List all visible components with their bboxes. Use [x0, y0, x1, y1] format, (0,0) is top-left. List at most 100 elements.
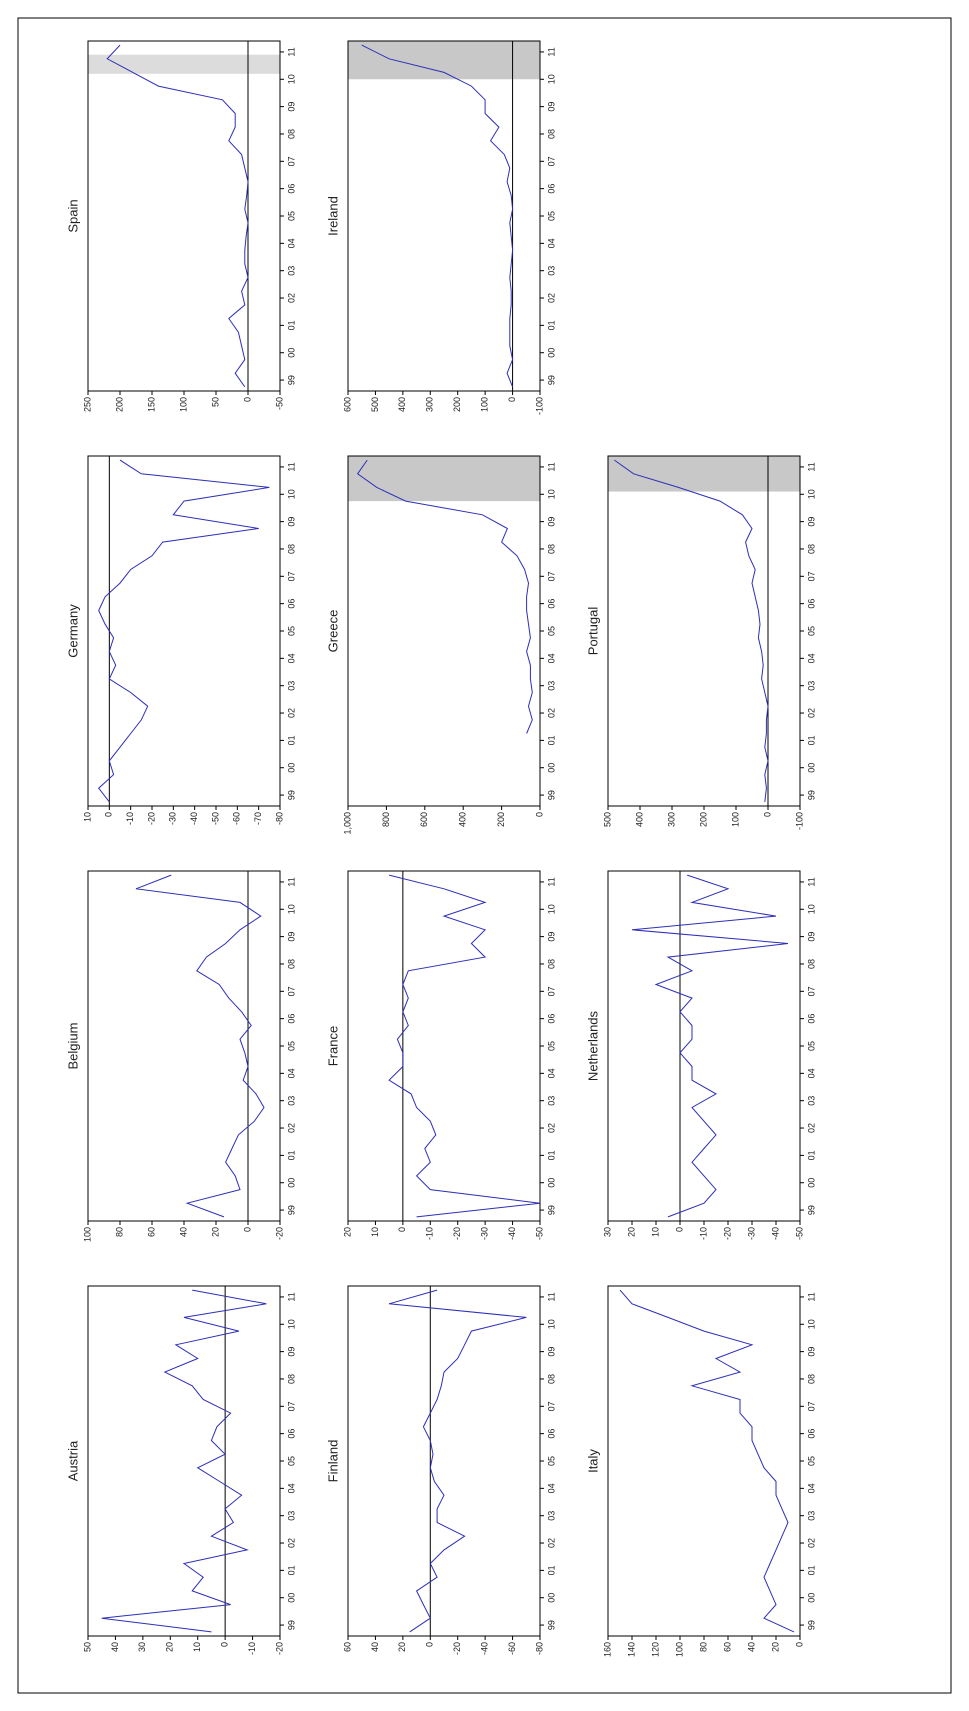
y-tick-label: 30: [602, 1227, 612, 1237]
x-tick-label: 01: [546, 735, 556, 745]
panel-title: Germany: [65, 604, 80, 658]
data-line: [614, 459, 769, 802]
x-tick-label: 01: [546, 1150, 556, 1160]
x-tick-label: 00: [806, 1593, 816, 1603]
y-tick-label: -50: [210, 812, 220, 825]
shaded-region: [348, 41, 540, 80]
y-tick-label: -50: [534, 1227, 544, 1240]
frame: [347, 455, 541, 807]
x-tick-label: 08: [546, 544, 556, 554]
plot-area: [98, 456, 270, 806]
y-tick-label: -30: [746, 1227, 756, 1240]
x-tick-label: 02: [286, 1538, 296, 1548]
x-tick-label: 05: [546, 626, 556, 636]
x-tick-label: 99: [546, 1205, 556, 1215]
frame: [607, 870, 801, 1222]
x-tick-label: 07: [546, 986, 556, 996]
y-tick-label: -60: [507, 1642, 517, 1655]
x-tick-label: 99: [286, 375, 296, 385]
y-tick-label: 20: [770, 1642, 780, 1652]
y-tick-label: -40: [507, 1227, 517, 1240]
x-tick-label: 07: [806, 571, 816, 581]
plot-area: [88, 41, 280, 391]
y-tick-label: 0: [507, 397, 517, 402]
x-tick-label: 09: [806, 1347, 816, 1357]
y-tick-label: 1,000: [342, 812, 352, 835]
x-tick-label: 11: [546, 462, 556, 471]
x-tick-label: 03: [286, 266, 296, 276]
x-tick-label: 01: [286, 1150, 296, 1160]
y-tick-label: -30: [480, 1227, 490, 1240]
frame: [607, 455, 801, 807]
x-tick-label: 06: [286, 599, 296, 609]
plot-area: [388, 1286, 527, 1636]
x-tick-label: 03: [546, 266, 556, 276]
x-tick-label: 06: [286, 1429, 296, 1439]
y-tick-label: -10: [125, 812, 135, 825]
shaded-region: [608, 456, 800, 492]
x-tick-label: 08: [806, 1374, 816, 1384]
x-tick-label: 04: [806, 1068, 816, 1078]
x-tick-label: 99: [286, 1205, 296, 1215]
panel: Netherlands -50 -40 -30 -20 -10 0 10 20 30 99 00 01 0…: [585, 870, 816, 1240]
y-tick-label: -20: [452, 1227, 462, 1240]
y-tick-label: -20: [722, 1227, 732, 1240]
y-tick-label: 160: [602, 1642, 612, 1657]
x-tick-label: 11: [546, 1292, 556, 1301]
x-tick-label: 05: [806, 1041, 816, 1051]
x-tick-label: 04: [806, 653, 816, 663]
y-tick-label: 60: [146, 1227, 156, 1237]
y-tick-label: 0: [104, 812, 114, 817]
x-tick-label: 09: [546, 102, 556, 112]
x-tick-label: 03: [806, 1096, 816, 1106]
y-tick-label: 0: [794, 1642, 804, 1647]
y-tick-label: 0: [220, 1642, 230, 1647]
panel-title: Netherlands: [585, 1010, 600, 1081]
x-tick-label: 09: [806, 932, 816, 942]
x-tick-label: 11: [546, 877, 556, 886]
panel-title: Ireland: [325, 196, 340, 236]
y-tick-label: 40: [370, 1642, 380, 1652]
x-tick-label: 09: [286, 102, 296, 112]
x-tick-label: 01: [286, 735, 296, 745]
x-tick-label: 09: [546, 932, 556, 942]
y-tick-label: 400: [397, 397, 407, 412]
panel-title: Belgium: [65, 1023, 80, 1070]
plot-area: [631, 871, 789, 1221]
x-tick-label: 07: [546, 571, 556, 581]
x-tick-label: 00: [546, 1593, 556, 1603]
x-tick-label: 11: [286, 877, 296, 886]
shaded-region: [348, 456, 540, 502]
x-tick-label: 10: [806, 904, 816, 914]
panel-title: Finland: [325, 1440, 340, 1483]
x-tick-label: 02: [806, 708, 816, 718]
y-tick-label: -80: [274, 812, 284, 825]
x-tick-label: 99: [546, 375, 556, 385]
x-tick-label: 05: [546, 1041, 556, 1051]
x-tick-label: 00: [806, 763, 816, 773]
y-tick-label: 0: [762, 812, 772, 817]
y-tick-label: 40: [746, 1642, 756, 1652]
x-tick-label: 03: [806, 681, 816, 691]
panel: Spain -50 0 50 100 150 200 250 99 00 01 02 03 04 05 06 0…: [65, 40, 296, 412]
x-tick-label: 03: [286, 1096, 296, 1106]
plot-area: [101, 1286, 267, 1636]
x-tick-label: 11: [546, 47, 556, 56]
x-tick-label: 06: [806, 599, 816, 609]
panel: Belgium -20 0 20 40 60 80 100 99 00 01 02 03 04 05 06 07…: [65, 870, 296, 1242]
frame: [347, 1285, 541, 1637]
x-tick-label: 03: [286, 1511, 296, 1521]
x-tick-label: 99: [286, 1620, 296, 1630]
frame: [607, 1285, 801, 1637]
x-tick-label: 03: [546, 681, 556, 691]
panel-title: Greece: [325, 610, 340, 653]
data-line: [101, 1289, 267, 1633]
x-tick-label: 07: [286, 986, 296, 996]
y-tick-label: 120: [650, 1642, 660, 1657]
x-tick-label: 99: [806, 790, 816, 800]
x-tick-label: 01: [546, 1565, 556, 1575]
x-tick-label: 11: [806, 877, 816, 886]
y-tick-label: -10: [698, 1227, 708, 1240]
x-tick-label: 06: [806, 1429, 816, 1439]
